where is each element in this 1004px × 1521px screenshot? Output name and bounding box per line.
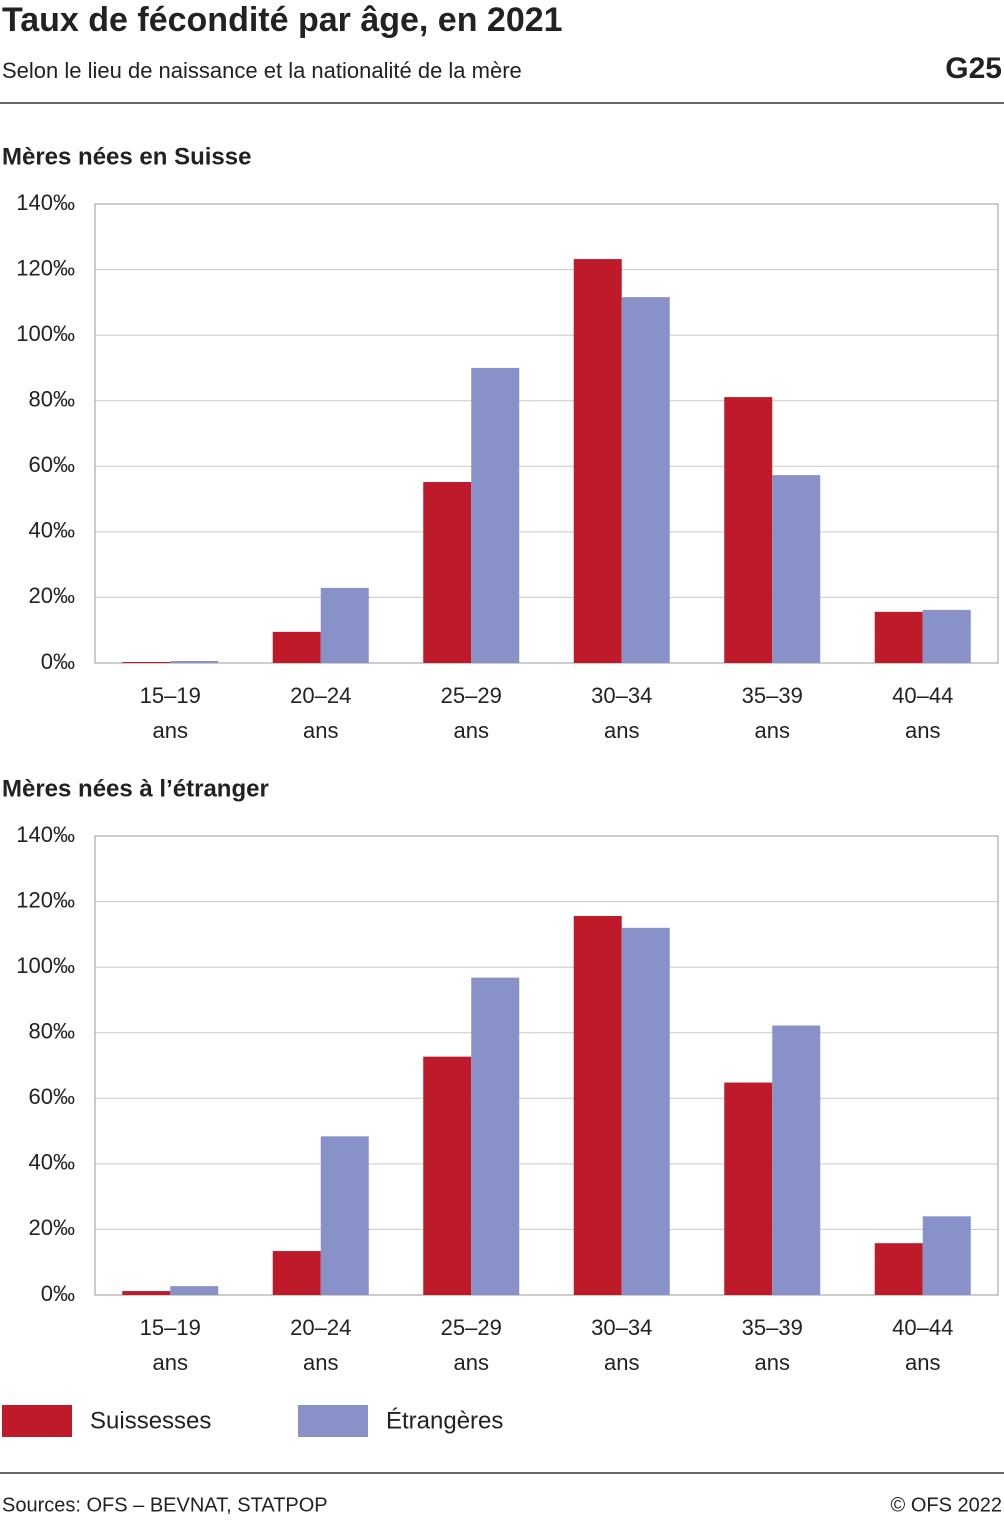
- bar: [621, 927, 670, 1295]
- title: Taux de fécondité par âge, en 2021: [2, 1, 563, 39]
- y-tick-label: 80‰: [29, 1019, 75, 1044]
- y-tick-label: 100‰: [16, 953, 75, 978]
- x-tick-label: 15–19 ans: [139, 683, 201, 743]
- chart-title: Mères nées en Suisse: [2, 143, 251, 170]
- y-tick-label: 140‰: [16, 822, 75, 847]
- x-tick-label: 20–24 ans: [290, 683, 352, 743]
- bar: [122, 662, 171, 663]
- bar: [621, 297, 670, 663]
- x-tick-label: 35–39 ans: [741, 683, 803, 743]
- bar: [772, 475, 821, 663]
- bar: [122, 1291, 171, 1295]
- legend-swatch: [298, 1405, 368, 1437]
- y-tick-label: 140‰: [16, 190, 75, 215]
- bar: [922, 609, 971, 663]
- bar: [320, 1136, 369, 1295]
- bar: [874, 611, 923, 663]
- bar: [423, 1056, 472, 1295]
- bar: [922, 1216, 971, 1295]
- x-tick-label: 35–39 ans: [741, 1315, 803, 1375]
- x-tick-label: 40–44 ans: [892, 683, 954, 743]
- subtitle: Selon le lieu de naissance et la nationa…: [2, 58, 522, 83]
- source: Sources: OFS – BEVNAT, STATPOP: [2, 1494, 328, 1516]
- chart-code: G25: [945, 52, 1002, 85]
- bar: [772, 1025, 821, 1295]
- y-tick-label: 60‰: [29, 452, 75, 477]
- plot-frame: [94, 835, 999, 1296]
- bar: [170, 1286, 219, 1295]
- legend-label: Suissesses: [90, 1407, 211, 1434]
- x-tick-label: 15–19 ans: [139, 1315, 201, 1375]
- bar: [471, 367, 520, 663]
- bar: [724, 397, 773, 663]
- y-tick-label: 0‰: [41, 1281, 75, 1306]
- bar: [320, 587, 369, 663]
- bar: [170, 661, 219, 663]
- bar: [471, 977, 520, 1295]
- y-tick-label: 0‰: [41, 649, 75, 674]
- bar: [272, 631, 321, 663]
- y-tick-label: 40‰: [29, 1150, 75, 1175]
- y-tick-label: 100‰: [16, 321, 75, 346]
- bar: [423, 482, 472, 663]
- bar: [573, 259, 622, 663]
- y-tick-label: 120‰: [16, 255, 75, 280]
- x-tick-label: 40–44 ans: [892, 1315, 954, 1375]
- bar: [874, 1243, 923, 1295]
- x-tick-label: 30–34 ans: [591, 683, 653, 743]
- x-tick-label: 25–29 ans: [440, 683, 502, 743]
- y-tick-label: 120‰: [16, 887, 75, 912]
- copyright: © OFS 2022: [891, 1494, 1002, 1516]
- x-tick-label: 30–34 ans: [591, 1315, 653, 1375]
- chart-title: Mères nées à l’étranger: [2, 775, 269, 802]
- bar: [724, 1082, 773, 1295]
- bar: [272, 1251, 321, 1295]
- y-tick-label: 40‰: [29, 518, 75, 543]
- legend-label: Étrangères: [386, 1407, 503, 1434]
- legend-swatch: [2, 1405, 72, 1437]
- x-tick-label: 20–24 ans: [290, 1315, 352, 1375]
- plot-frame: [94, 203, 999, 664]
- x-tick-label: 25–29 ans: [440, 1315, 502, 1375]
- y-tick-label: 20‰: [29, 583, 75, 608]
- bar: [573, 915, 622, 1295]
- y-tick-label: 60‰: [29, 1084, 75, 1109]
- y-tick-label: 80‰: [29, 387, 75, 412]
- y-tick-label: 20‰: [29, 1215, 75, 1240]
